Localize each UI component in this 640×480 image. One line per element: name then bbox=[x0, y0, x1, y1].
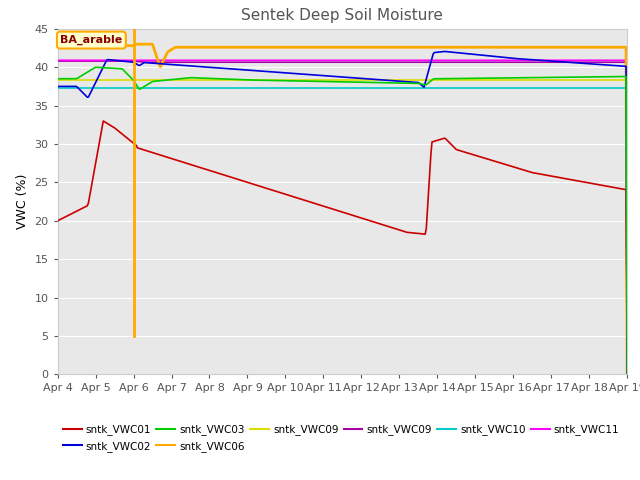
Legend: sntk_VWC01, sntk_VWC02, sntk_VWC03, sntk_VWC06, sntk_VWC09, sntk_VWC09, sntk_VWC: sntk_VWC01, sntk_VWC02, sntk_VWC03, sntk… bbox=[63, 424, 620, 452]
Y-axis label: VWC (%): VWC (%) bbox=[16, 174, 29, 229]
Title: Sentek Deep Soil Moisture: Sentek Deep Soil Moisture bbox=[241, 9, 444, 24]
Text: BA_arable: BA_arable bbox=[60, 35, 122, 45]
